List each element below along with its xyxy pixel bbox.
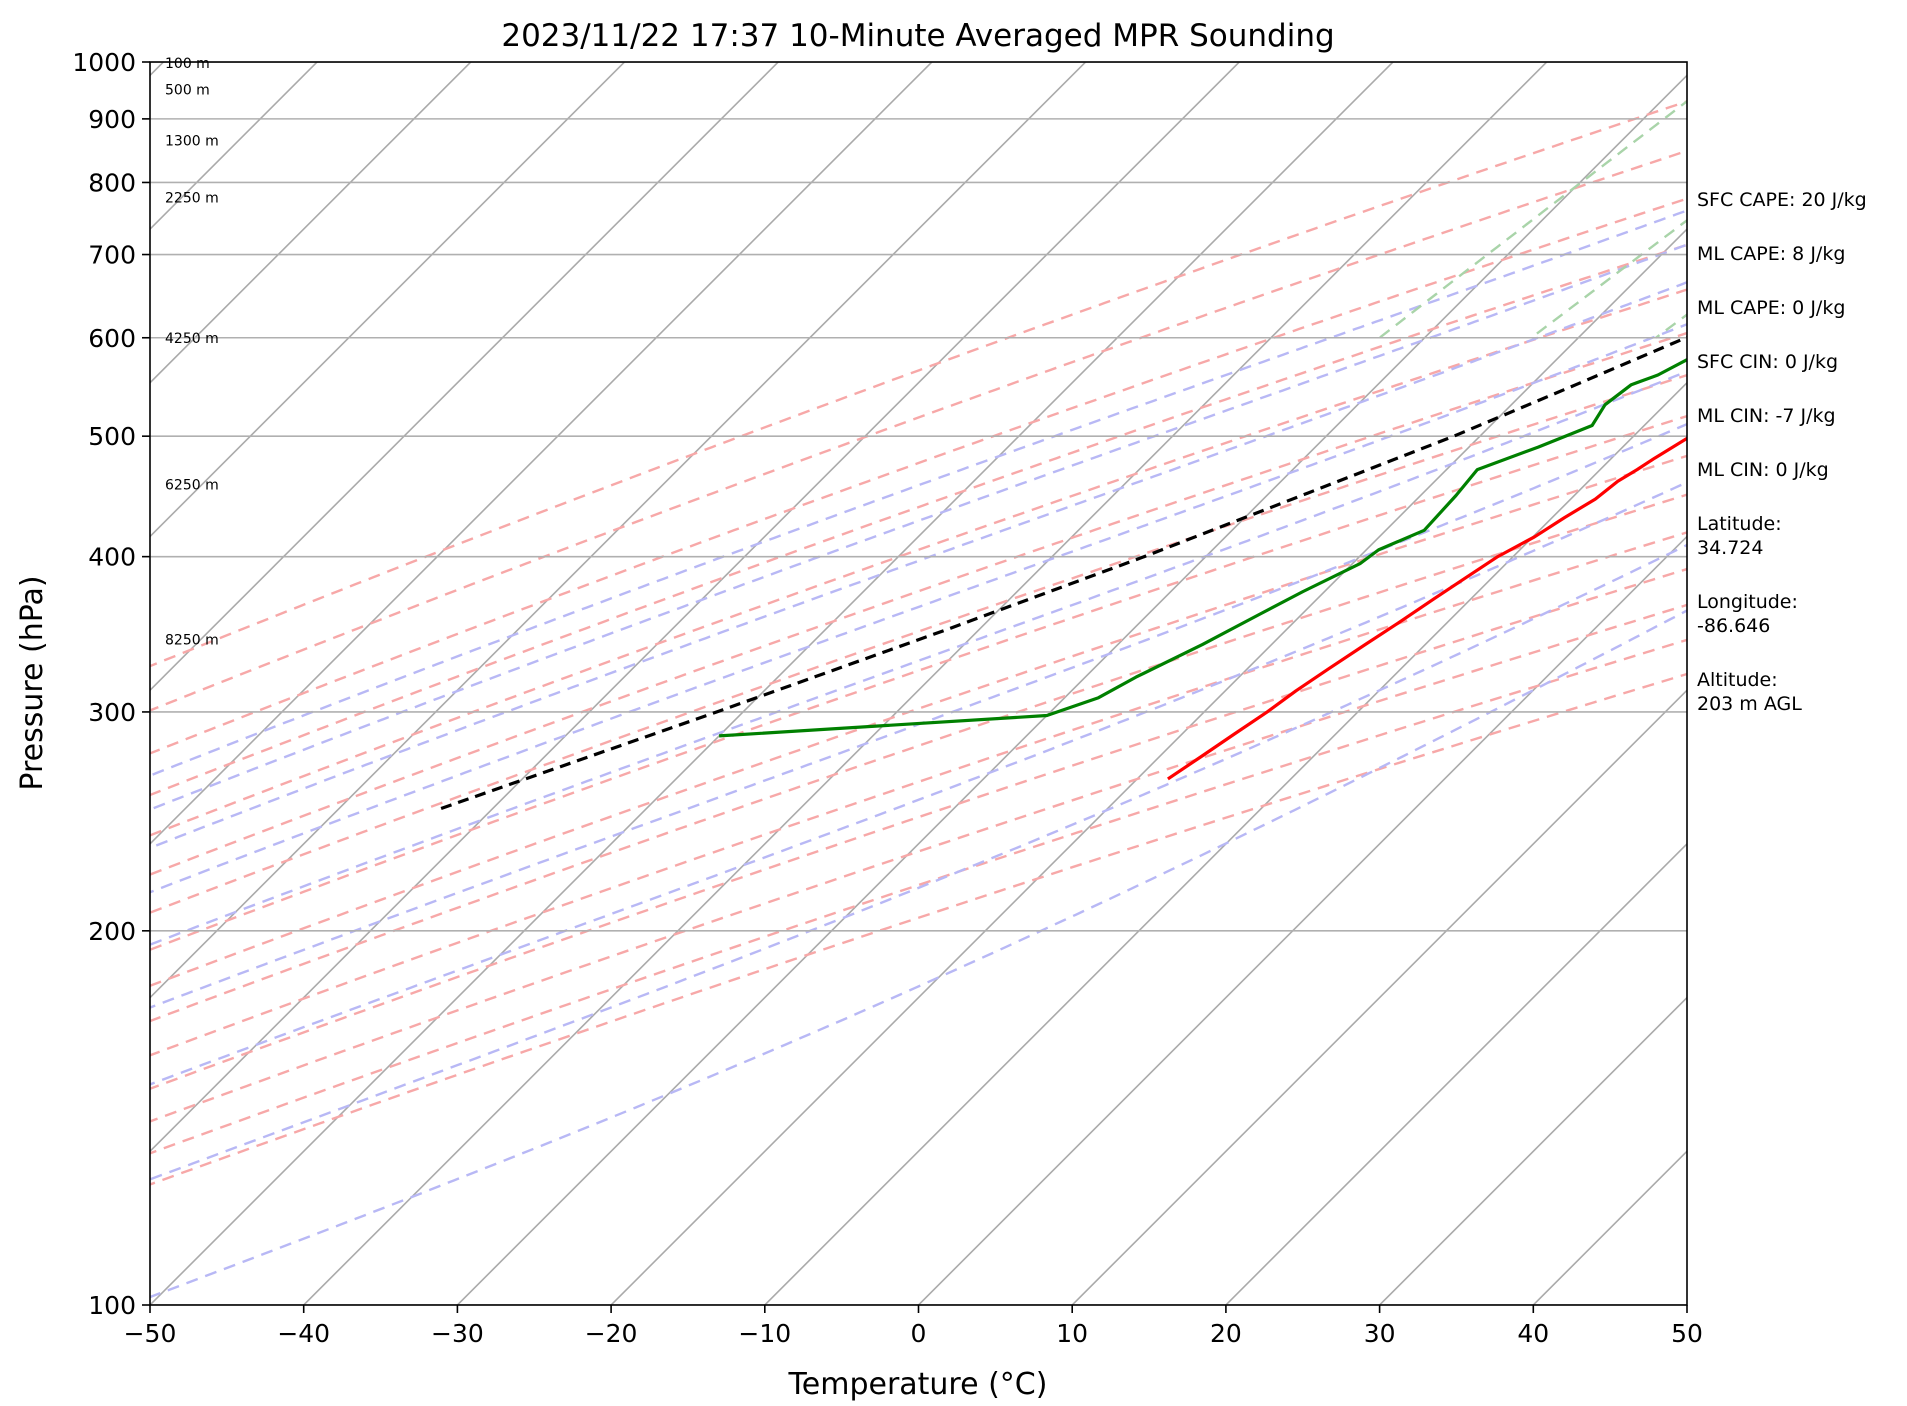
isotherm-line: [1378, 996, 1687, 1305]
y-tick-label: 900: [88, 105, 136, 134]
y-tick-label: 500: [88, 422, 136, 451]
isotherm-line: [150, 62, 1087, 999]
y-tick-label: 300: [88, 698, 136, 727]
isotherm-line: [763, 381, 1687, 1305]
background-lines: [150, 62, 1687, 1305]
isotherm-line: [150, 62, 1241, 1153]
info-item: SFC CIN: 0 J/kg: [1697, 351, 1839, 373]
height-labels: 100 m 500 m 1300 m 2250 m 4250 m 6250 m 8250 m: [165, 56, 219, 649]
x-tick-label: 20: [1210, 1319, 1242, 1348]
x-tick-label: 30: [1364, 1319, 1396, 1348]
pressure-grid: [150, 62, 1687, 1305]
mixing-ratio-line: [1530, 218, 1687, 339]
dry-adiabat-line: [150, 100, 1687, 668]
sounding-info-panel: SFC CAPE: 20 J/kg ML CAPE: 8 J/kg ML CAPE:…: [1697, 188, 1902, 746]
x-tick-label: 0: [911, 1319, 927, 1348]
dewpoint-profile: [719, 357, 1687, 738]
dry-adiabat-line: [150, 493, 1687, 1023]
info-item: Latitude: 34.724: [1697, 513, 1782, 559]
y-tick-label: 600: [88, 324, 136, 353]
isotherm-line: [456, 74, 1687, 1305]
isotherm-line: [1224, 842, 1687, 1305]
height-label: 100 m: [165, 56, 210, 72]
info-item: Longitude: -86.646: [1697, 591, 1798, 637]
y-tick-label: 400: [88, 543, 136, 572]
isotherm-line: [150, 62, 626, 538]
y-tick-label: 800: [88, 168, 136, 197]
moist-adiabat-line: [150, 243, 1687, 811]
dry-adiabat-line: [150, 331, 1687, 876]
height-label: 6250 m: [165, 478, 219, 494]
sounding-profiles: [435, 335, 1687, 812]
isotherm-line: [150, 62, 472, 384]
height-label: 4250 m: [165, 331, 219, 347]
height-label: 1300 m: [165, 133, 219, 149]
info-item: ML CAPE: 0 J/kg: [1697, 297, 1846, 319]
height-label: 500 m: [165, 83, 210, 99]
y-tick-label: 100: [88, 1291, 136, 1320]
moist-adiabat-line: [150, 609, 1687, 1299]
info-item: Altitude: 203 m AGL: [1697, 669, 1802, 715]
dry-adiabat-line: [150, 149, 1687, 712]
height-label: 8250 m: [165, 633, 219, 649]
x-tick-label: −20: [585, 1319, 638, 1348]
x-axis-ticks: −50 −40 −30 −20 −10 0 10 20 30 40 50: [124, 1305, 1703, 1348]
x-tick-label: −10: [738, 1319, 791, 1348]
dry-adiabat-line: [150, 638, 1687, 1155]
height-label: 2250 m: [165, 191, 219, 207]
moist-adiabat-line: [150, 480, 1687, 1086]
info-item: SFC CAPE: 20 J/kg: [1697, 189, 1867, 211]
moist-adiabat-line: [150, 209, 1687, 777]
x-tick-label: 50: [1671, 1319, 1703, 1348]
isotherm-line: [150, 62, 934, 846]
info-item: ML CIN: 0 J/kg: [1697, 459, 1829, 481]
moist-adiabat-line: [150, 543, 1687, 1181]
y-axis-ticks: 1000 900 800 700 600 500 400 300 200 100: [72, 48, 150, 1320]
isotherm-line: [302, 62, 1548, 1305]
x-tick-label: −30: [431, 1319, 484, 1348]
moist-adiabat-line: [150, 280, 1687, 850]
x-tick-label: −50: [124, 1319, 177, 1348]
dry-adiabat-line: [150, 567, 1687, 1091]
moist-adiabat-line: [150, 422, 1687, 1009]
x-tick-label: −40: [277, 1319, 330, 1348]
x-tick-label: 40: [1517, 1319, 1549, 1348]
y-tick-label: 1000: [72, 48, 136, 77]
y-axis-title: Pressure (hPa): [15, 575, 50, 790]
dry-adiabat-line: [150, 414, 1687, 952]
chart-title: 2023/11/22 17:37 10-Minute Averaged MPR …: [501, 18, 1334, 54]
temperature-profile: [1167, 436, 1687, 781]
isotherm-line: [1071, 689, 1687, 1305]
x-tick-label: 10: [1056, 1319, 1088, 1348]
x-axis-title: Temperature (°C): [788, 1367, 1048, 1402]
moist-adiabat-line: [150, 323, 1687, 894]
info-item: ML CAPE: 8 J/kg: [1697, 243, 1846, 265]
isotherm-line: [150, 62, 780, 692]
y-tick-label: 200: [88, 917, 136, 946]
y-tick-label: 700: [88, 241, 136, 270]
info-item: ML CIN: -7 J/kg: [1697, 405, 1836, 427]
dry-adiabat-line: [150, 197, 1687, 755]
